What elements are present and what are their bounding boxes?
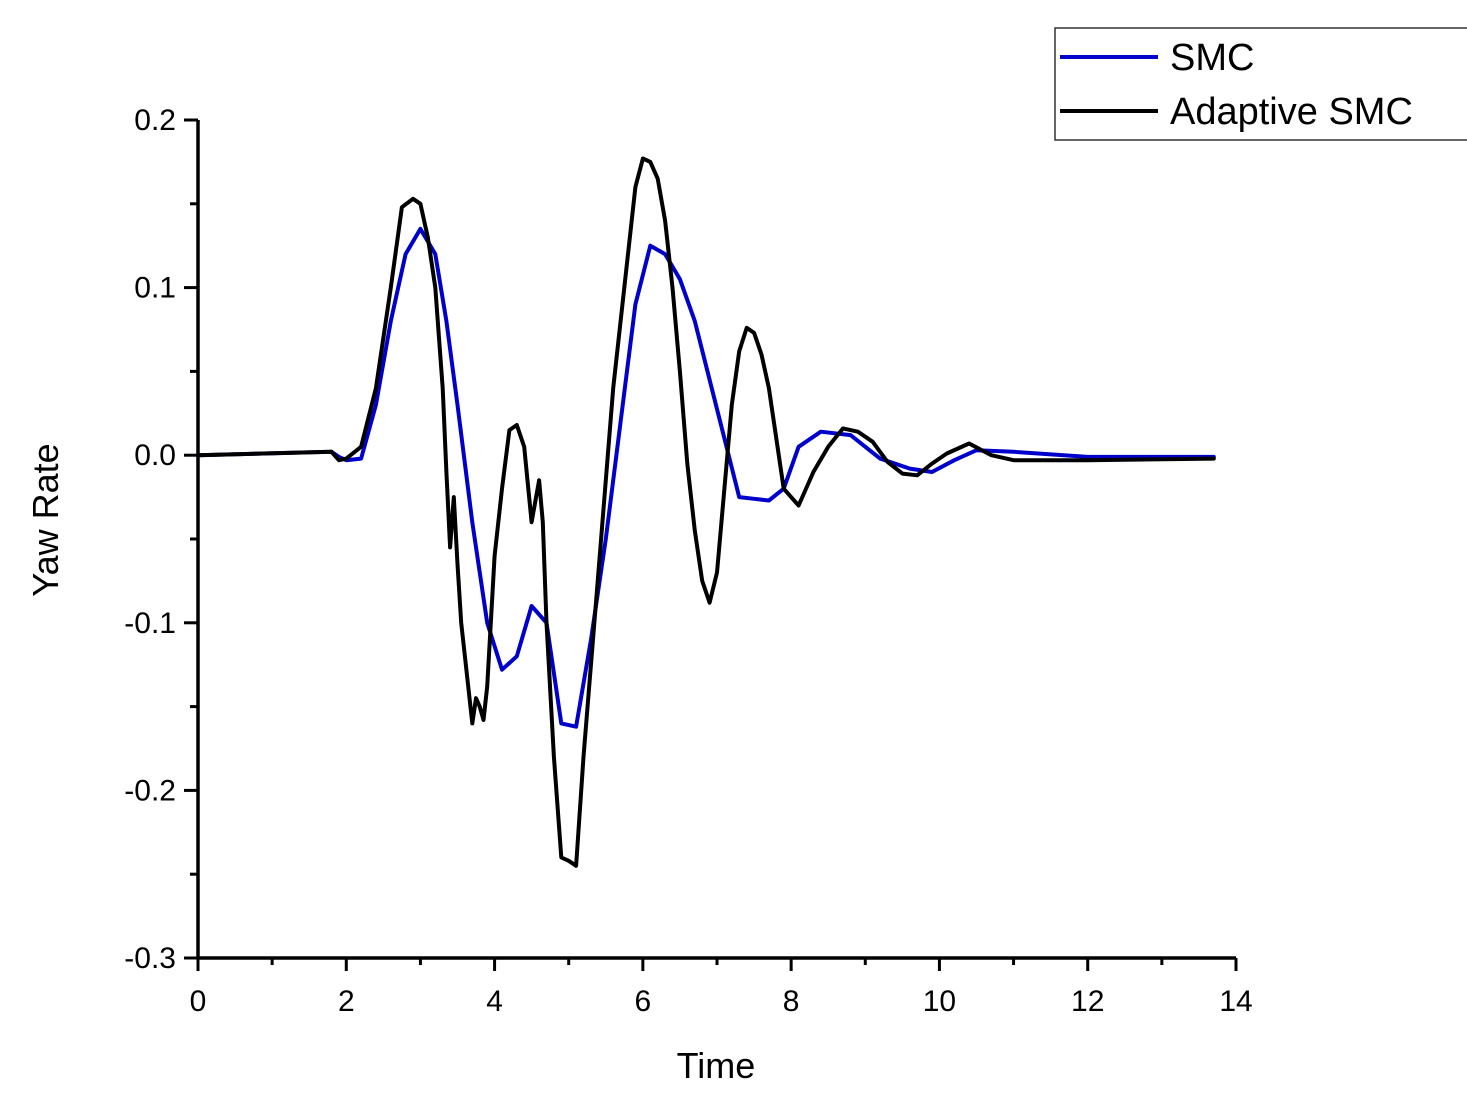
axes (196, 120, 1236, 960)
y-tick-label: 0.2 (134, 104, 176, 137)
x-tick-label: 10 (923, 985, 956, 1018)
y-axis-title: Yaw Rate (25, 443, 66, 596)
x-tick-label: 14 (1219, 985, 1252, 1018)
x-tick-label: 12 (1071, 985, 1104, 1018)
legend-label-adaptive-smc: Adaptive SMC (1170, 91, 1413, 133)
legend-label-smc: SMC (1170, 37, 1254, 79)
x-tick-label: 2 (338, 985, 355, 1018)
legend: SMC Adaptive SMC (1054, 27, 1467, 141)
y-tick-label: -0.3 (124, 942, 176, 975)
y-tick-label: -0.2 (124, 774, 176, 807)
x-tick-label: 4 (486, 985, 503, 1018)
ticks: 0 2 4 6 8 10 12 14 -0.3 -0.2 -0.1 0.0 0.1 0.2 (124, 104, 1252, 1018)
y-tick-label: -0.1 (124, 607, 176, 640)
x-tick-label: 0 (190, 985, 207, 1018)
series-line-smc (196, 226, 1216, 729)
x-axis-title: Time (677, 1045, 756, 1086)
x-tick-label: 8 (783, 985, 800, 1018)
legend-box (1054, 27, 1467, 141)
y-tick-label: 0.1 (134, 272, 176, 305)
series-lines (196, 156, 1216, 868)
x-tick-label: 6 (635, 985, 652, 1018)
series-line-adaptive-smc (196, 156, 1216, 868)
y-tick-label: 0.0 (134, 439, 176, 472)
